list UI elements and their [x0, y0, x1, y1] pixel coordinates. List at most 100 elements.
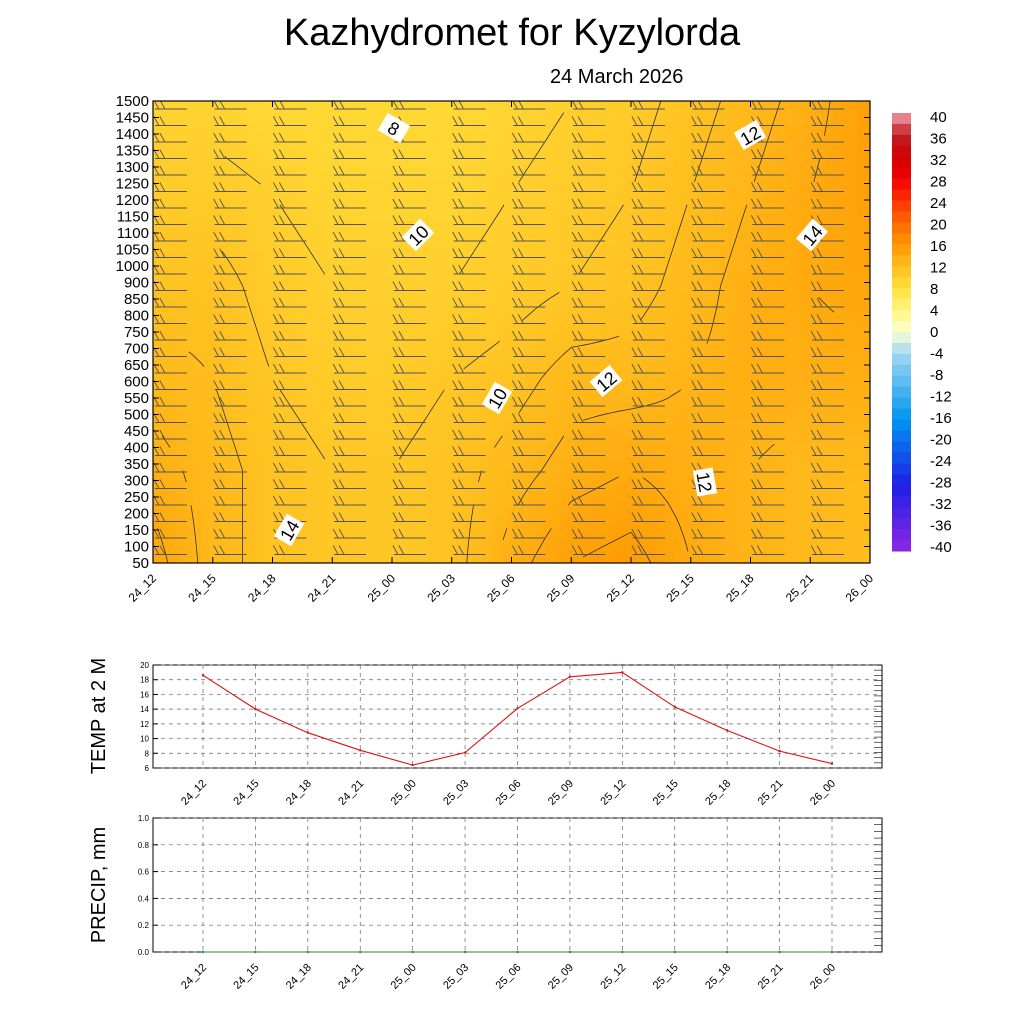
- heatmap-cell: [345, 191, 354, 198]
- heatmap-cell: [569, 515, 578, 522]
- heatmap-cell: [201, 131, 210, 138]
- heatmap-cell: [289, 161, 298, 168]
- heatmap-cell: [417, 533, 426, 540]
- heatmap-cell: [497, 377, 506, 384]
- heatmap-cell: [209, 407, 218, 414]
- heatmap-cell: [401, 527, 410, 534]
- heatmap-cell: [249, 389, 258, 396]
- heatmap-cell: [281, 293, 290, 300]
- heatmap-cell: [625, 533, 634, 540]
- heatmap-cell: [369, 521, 378, 528]
- heatmap-cell: [553, 323, 562, 330]
- heatmap-cell: [161, 119, 170, 126]
- heatmap-cell: [345, 389, 354, 396]
- heatmap-cell: [505, 479, 514, 486]
- heatmap-cell: [369, 317, 378, 324]
- heatmap-cell: [273, 389, 282, 396]
- heatmap-cell: [449, 551, 458, 558]
- heatmap-cell: [305, 527, 314, 534]
- heatmap-cell: [449, 539, 458, 546]
- heatmap-cell: [425, 191, 434, 198]
- heatmap-cell: [369, 233, 378, 240]
- heatmap-cell: [193, 437, 202, 444]
- heatmap-cell: [577, 443, 586, 450]
- heatmap-cell: [353, 395, 362, 402]
- heatmap-cell: [441, 389, 450, 396]
- heatmap-cell: [505, 557, 514, 563]
- heatmap-cell: [241, 323, 250, 330]
- heatmap-cell: [497, 467, 506, 474]
- heatmap-cell: [369, 161, 378, 168]
- heatmap-cell: [617, 413, 626, 420]
- heatmap-cell: [257, 125, 266, 132]
- heatmap-cell: [369, 347, 378, 354]
- heatmap-cell: [617, 539, 626, 546]
- heatmap-cell: [465, 443, 474, 450]
- heatmap-cell: [169, 251, 178, 258]
- heatmap-cell: [233, 341, 242, 348]
- heatmap-cell: [161, 317, 170, 324]
- heatmap-cell: [297, 119, 306, 126]
- heatmap-cell: [345, 149, 354, 156]
- heatmap-cell: [209, 107, 218, 114]
- heatmap-cell: [201, 485, 210, 492]
- heatmap-cell: [465, 545, 474, 552]
- heatmap-cell: [665, 137, 674, 144]
- heatmap-cell: [161, 449, 170, 456]
- heatmap-cell: [465, 215, 474, 222]
- heatmap-cell: [665, 179, 674, 186]
- heatmap-cell: [297, 455, 306, 462]
- heatmap-cell: [625, 149, 634, 156]
- heatmap-cell: [585, 227, 594, 234]
- heatmap-cell: [361, 431, 370, 438]
- heatmap-cell: [257, 131, 266, 138]
- heatmap-cell: [225, 545, 234, 552]
- heatmap-cell: [489, 251, 498, 258]
- heatmap-cell: [185, 521, 194, 528]
- heatmap-cell: [297, 143, 306, 150]
- heatmap-cell: [601, 215, 610, 222]
- heatmap-cell: [377, 221, 386, 228]
- heatmap-cell: [585, 167, 594, 174]
- heatmap-cell: [633, 101, 642, 108]
- heatmap-cell: [369, 251, 378, 258]
- heatmap-cell: [553, 473, 562, 480]
- heatmap-cell: [657, 539, 666, 546]
- heatmap-cell: [313, 215, 322, 222]
- heatmap-cell: [169, 185, 178, 192]
- heatmap-cell: [513, 317, 522, 324]
- heatmap-cell: [409, 107, 418, 114]
- heatmap-cell: [177, 179, 186, 186]
- heatmap-cell: [553, 353, 562, 360]
- heatmap-cell: [353, 359, 362, 366]
- heatmap-cell: [249, 377, 258, 384]
- heatmap-cell: [569, 107, 578, 114]
- heatmap-cell: [537, 275, 546, 282]
- heatmap-cell: [217, 509, 226, 516]
- heatmap-cell: [193, 305, 202, 312]
- heatmap-cell: [457, 161, 466, 168]
- heatmap-cell: [337, 491, 346, 498]
- heatmap-cell: [401, 359, 410, 366]
- heatmap-cell: [449, 257, 458, 264]
- heatmap-cell: [441, 461, 450, 468]
- heatmap-cell: [609, 449, 618, 456]
- heatmap-cell: [313, 233, 322, 240]
- heatmap-cell: [609, 275, 618, 282]
- heatmap-cell: [569, 431, 578, 438]
- heatmap-cell: [569, 539, 578, 546]
- heatmap-cell: [569, 383, 578, 390]
- heatmap-cell: [497, 479, 506, 486]
- heatmap-cell: [337, 197, 346, 204]
- heatmap-cell: [353, 461, 362, 468]
- heatmap-cell: [385, 143, 394, 150]
- heatmap-cell: [385, 305, 394, 312]
- heatmap-cell: [473, 113, 482, 120]
- heatmap-cell: [601, 173, 610, 180]
- heatmap-cell: [393, 497, 402, 504]
- heatmap-cell: [625, 551, 634, 558]
- heatmap-cell: [513, 539, 522, 546]
- heatmap-cell: [161, 113, 170, 120]
- heatmap-cell: [385, 341, 394, 348]
- heatmap-cell: [161, 401, 170, 408]
